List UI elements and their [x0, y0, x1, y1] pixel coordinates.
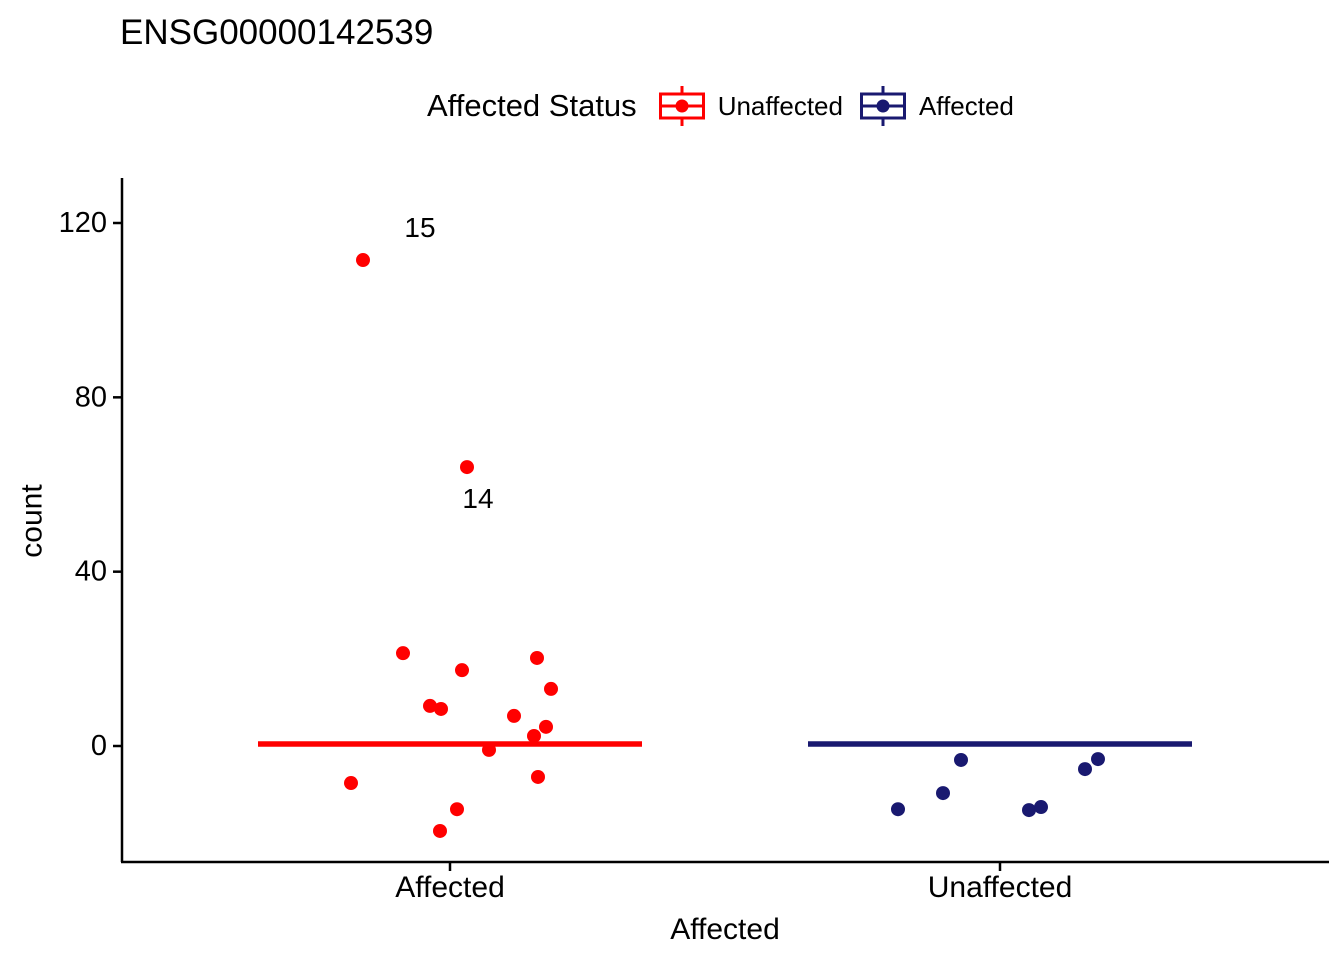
y-tick-label: 120 [59, 207, 107, 239]
data-point[interactable] [356, 253, 370, 268]
data-point[interactable] [531, 769, 545, 784]
data-point[interactable] [423, 698, 437, 713]
legend-item-unaffected[interactable]: Unaffected [658, 83, 843, 129]
y-axis-title: count [16, 484, 49, 558]
point-label: 15 [404, 212, 435, 243]
data-point[interactable] [507, 708, 521, 723]
legend-title: Affected Status [427, 88, 637, 123]
data-point[interactable] [460, 460, 474, 475]
data-point[interactable] [530, 650, 544, 665]
legend: Affected Status Unaffected Affected [427, 83, 1031, 129]
boxplot-key-icon [658, 86, 705, 126]
data-point[interactable] [954, 752, 968, 767]
boxplot-key-icon [859, 86, 906, 126]
data-point[interactable] [433, 823, 447, 838]
x-tick-label: Affected [395, 871, 505, 904]
data-point[interactable] [1022, 803, 1036, 818]
data-point[interactable] [527, 728, 541, 743]
legend-item-affected[interactable]: Affected [859, 83, 1014, 129]
data-point[interactable] [544, 681, 558, 696]
data-point[interactable] [396, 646, 410, 661]
legend-item-label: Affected [918, 90, 1014, 121]
x-tick-label: Unaffected [928, 871, 1073, 904]
x-axis-title: Affected [670, 913, 780, 946]
data-point[interactable] [344, 776, 358, 791]
data-point[interactable] [455, 663, 469, 678]
data-point[interactable] [1034, 800, 1048, 815]
data-point[interactable] [891, 802, 905, 817]
data-point[interactable] [936, 786, 950, 801]
y-tick-label: 40 [75, 556, 107, 588]
plot-title: ENSG00000142539 [120, 13, 434, 52]
point-label: 14 [462, 483, 493, 514]
data-point[interactable] [434, 701, 448, 716]
data-point[interactable] [1078, 762, 1092, 777]
y-tick-label: 80 [75, 381, 107, 413]
data-point[interactable] [1091, 752, 1105, 767]
data-point[interactable] [482, 742, 496, 757]
data-point[interactable] [539, 719, 553, 734]
y-tick-label: 0 [91, 730, 107, 762]
data-point[interactable] [450, 802, 464, 817]
legend-item-label: Unaffected [717, 90, 843, 121]
